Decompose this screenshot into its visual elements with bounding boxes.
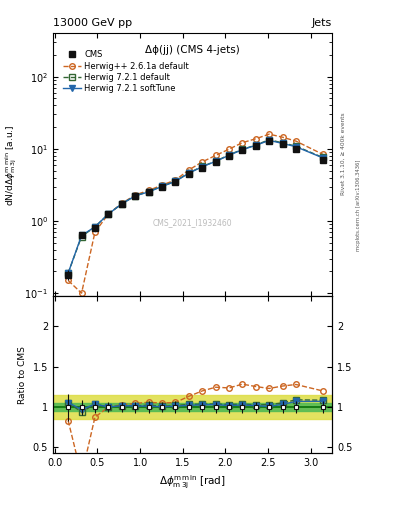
Text: Rivet 3.1.10, ≥ 400k events: Rivet 3.1.10, ≥ 400k events xyxy=(341,112,346,195)
Text: mcplots.cern.ch [arXiv:1306.3436]: mcplots.cern.ch [arXiv:1306.3436] xyxy=(356,159,361,250)
Text: CMS_2021_I1932460: CMS_2021_I1932460 xyxy=(153,218,232,227)
X-axis label: $\Delta\phi^{\rm m\,min}_{{\rm m\,3j}}$ [rad]: $\Delta\phi^{\rm m\,min}_{{\rm m\,3j}}$ … xyxy=(159,474,226,491)
Text: Δϕ(jj) (CMS 4-jets): Δϕ(jj) (CMS 4-jets) xyxy=(145,45,240,55)
Bar xyxy=(53,403,332,411)
Text: 13000 GeV pp: 13000 GeV pp xyxy=(53,18,132,28)
Y-axis label: Ratio to CMS: Ratio to CMS xyxy=(18,346,27,404)
Legend: CMS, Herwig++ 2.6.1a default, Herwig 7.2.1 default, Herwig 7.2.1 softTune: CMS, Herwig++ 2.6.1a default, Herwig 7.2… xyxy=(60,48,191,96)
Y-axis label: dN/d$\Delta\phi^{\rm m\,min}_{{\rm m\,3j}}$ [a.u.]: dN/d$\Delta\phi^{\rm m\,min}_{{\rm m\,3j… xyxy=(3,124,19,205)
Text: Jets: Jets xyxy=(312,18,332,28)
Bar xyxy=(53,395,332,419)
